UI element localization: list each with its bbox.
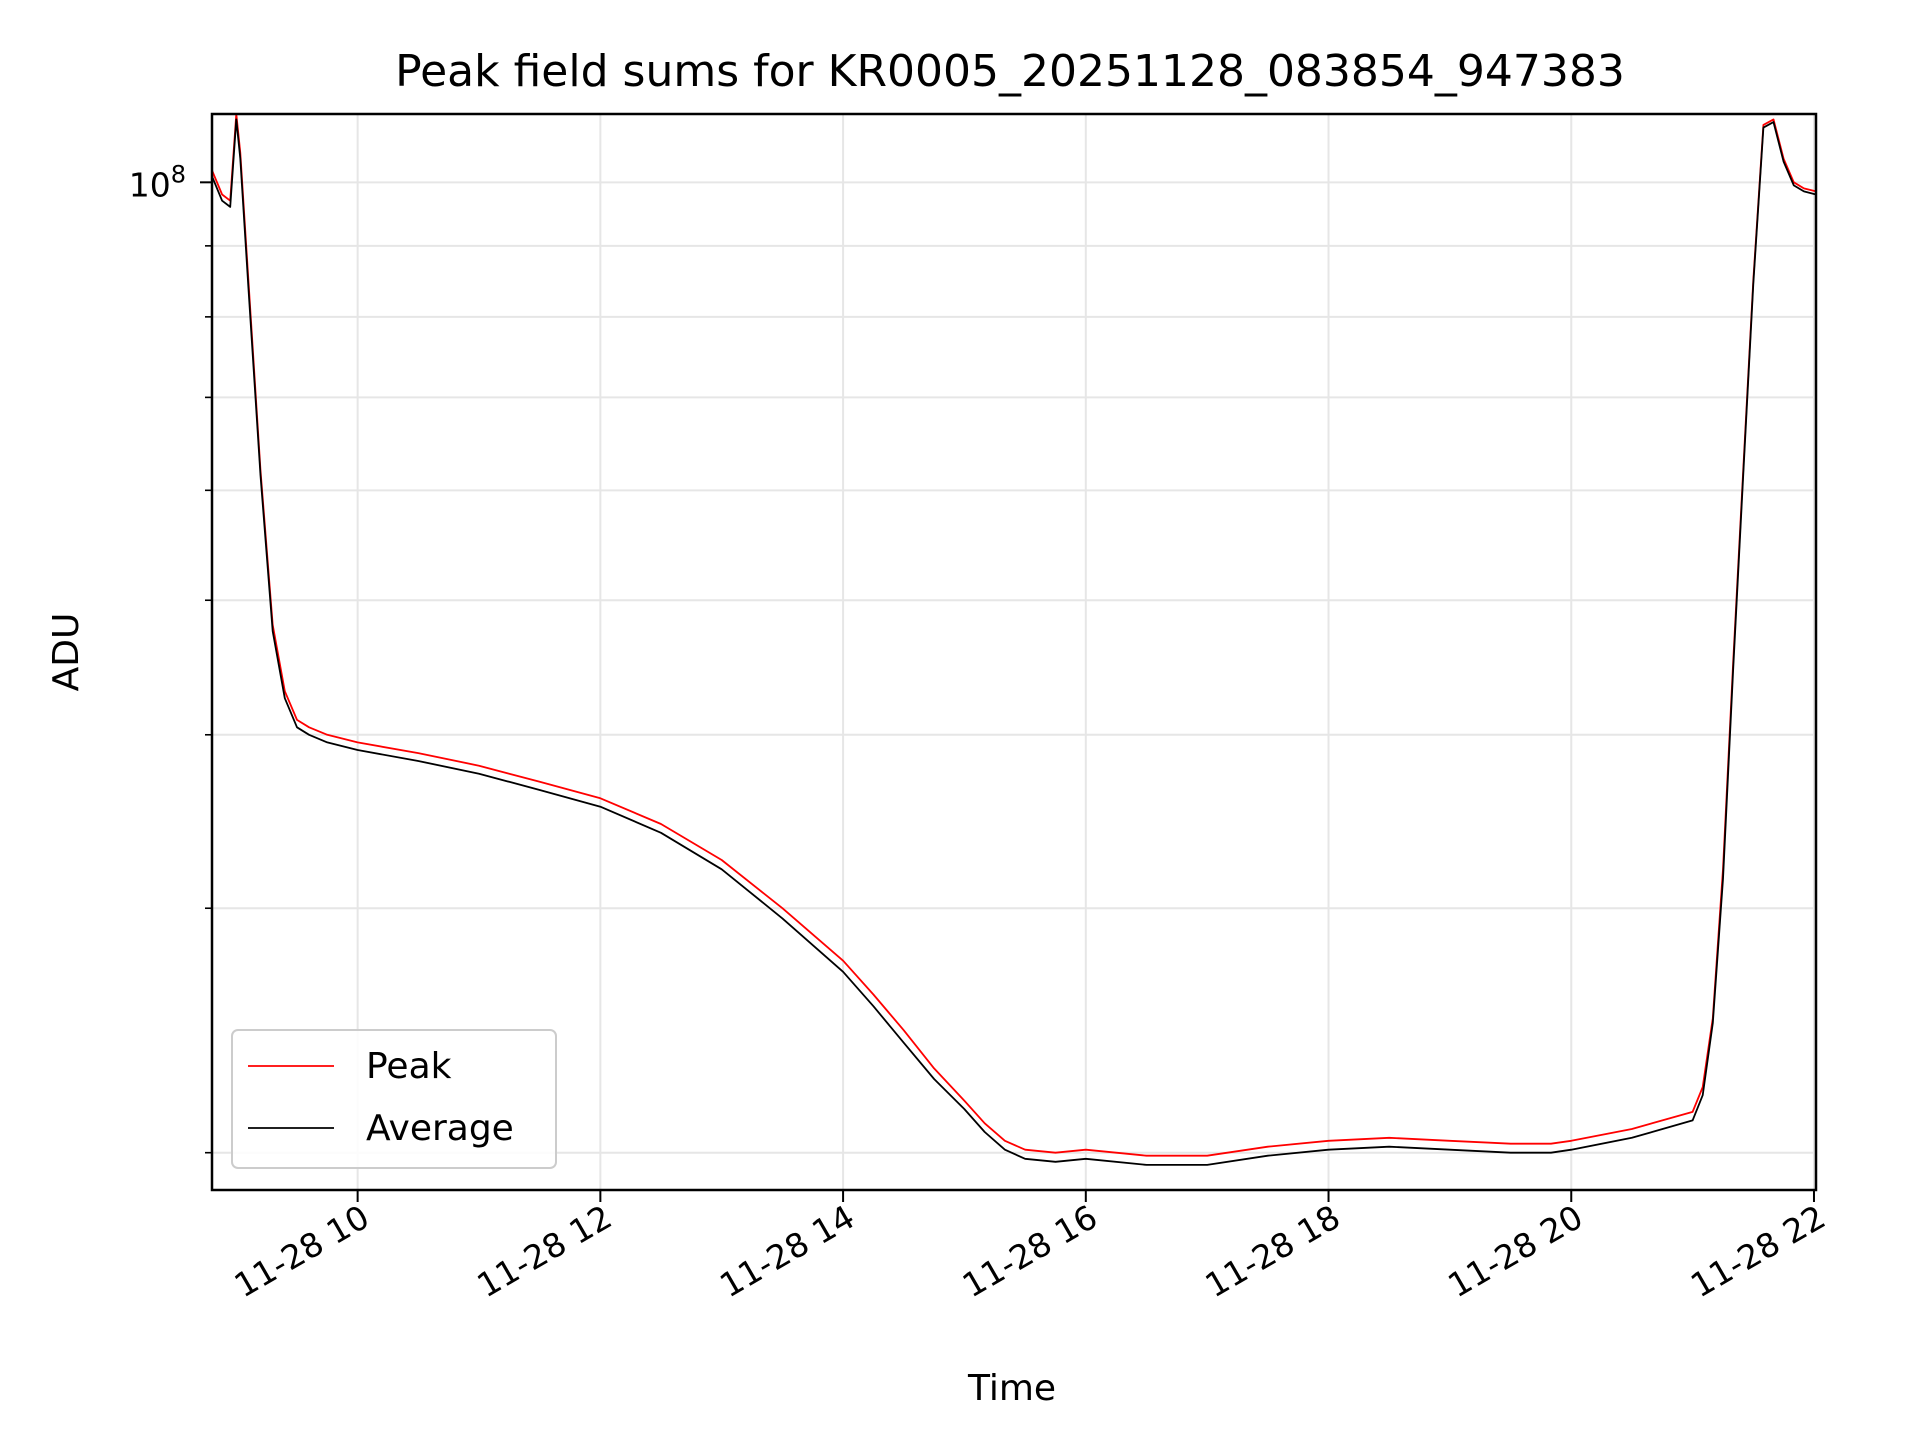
legend-box — [231, 1029, 557, 1169]
series-layer — [211, 113, 1817, 1166]
legend-label-average: Average — [366, 1108, 514, 1149]
chart-title: Peak field sums for KR0005_20251128_0838… — [395, 46, 1625, 97]
legend: Peak Average — [231, 1029, 557, 1169]
grid — [212, 114, 1816, 1190]
x-axis-label: Time — [967, 1368, 1056, 1409]
y-axis-label: ADU — [46, 613, 87, 692]
series-line-average — [211, 118, 1817, 1166]
legend-label-peak: Peak — [366, 1046, 452, 1087]
plot-frame — [210, 112, 1818, 1192]
